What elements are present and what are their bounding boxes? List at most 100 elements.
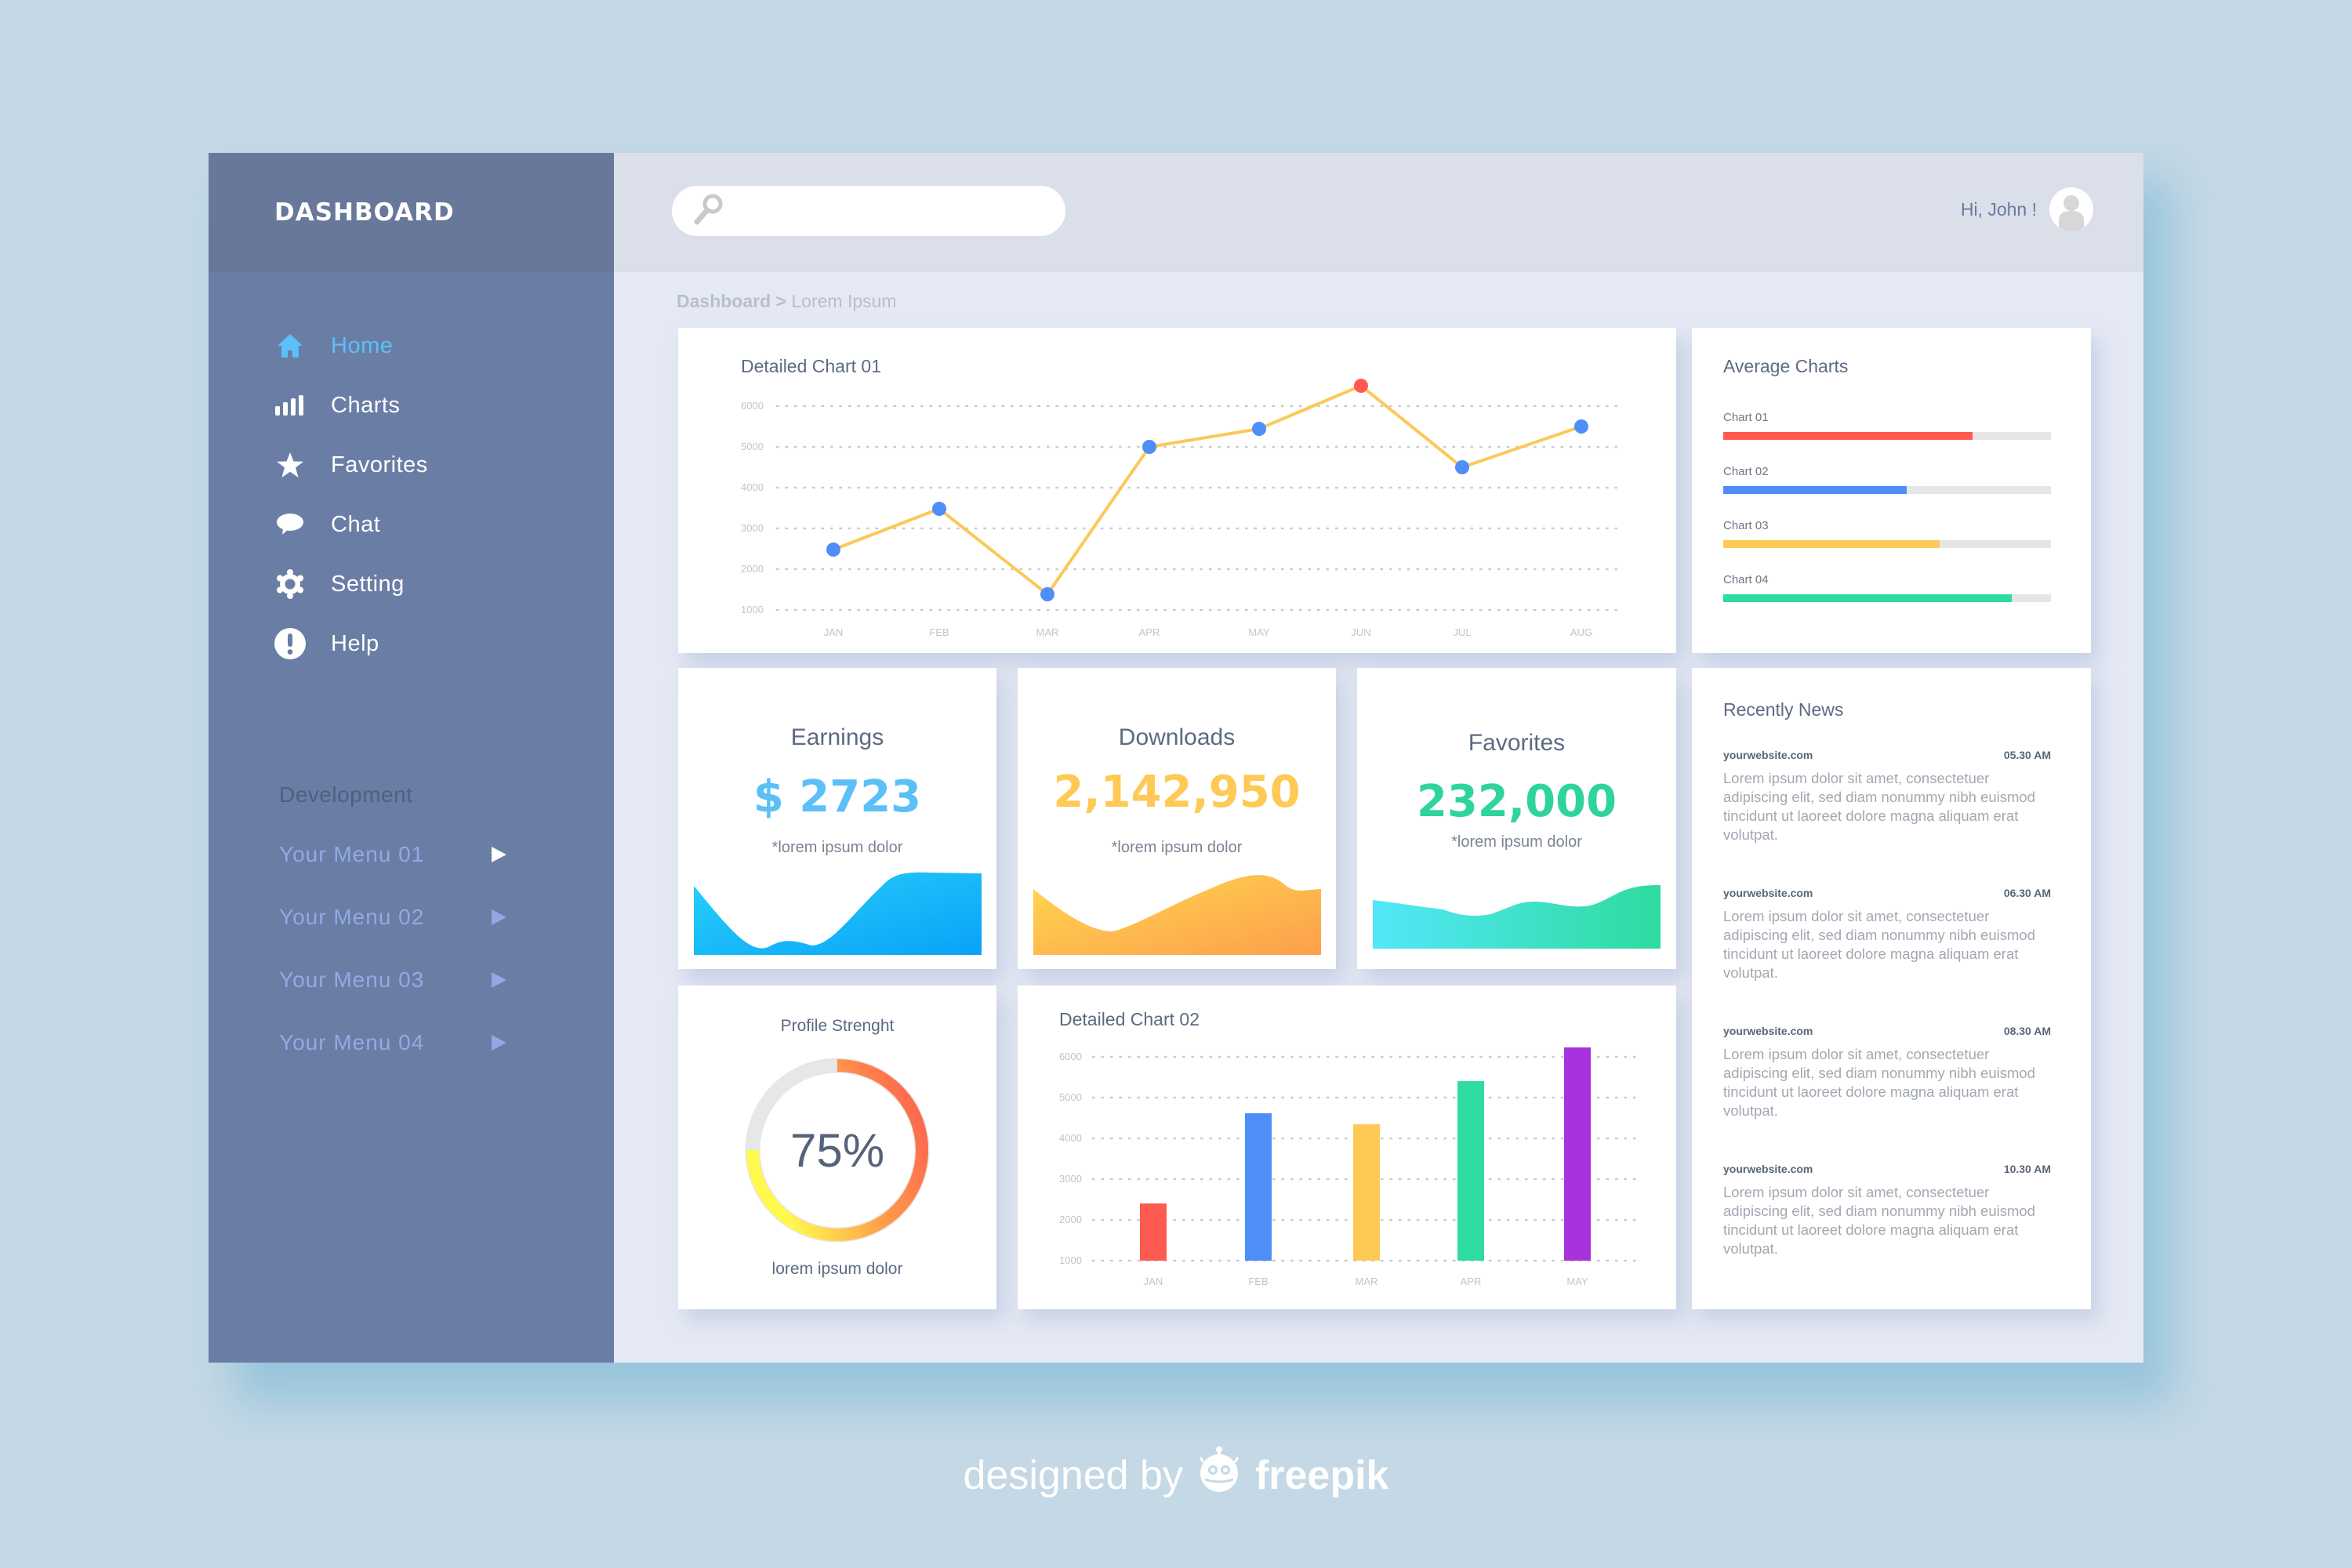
x-tick-label: JUL <box>1453 626 1471 638</box>
search-icon <box>691 192 725 230</box>
card-title: Recently News <box>1723 699 1844 720</box>
y-tick-label: 3000 <box>741 522 764 534</box>
sidebar-item-label: Chat <box>331 511 381 537</box>
data-point[interactable] <box>826 543 840 557</box>
sidebar-item-chat[interactable]: Chat <box>274 495 428 554</box>
user-menu[interactable]: Hi, John ! <box>1961 187 2093 231</box>
earnings-card: Earnings $ 2723 *lorem ipsum dolor <box>678 668 996 969</box>
y-tick-label: 1000 <box>1059 1254 1082 1266</box>
news-time: 05.30 AM <box>2003 749 2051 761</box>
news-item[interactable]: yourwebsite.com 08.30 AM Lorem ipsum dolo… <box>1723 1025 2051 1120</box>
bar[interactable] <box>1353 1124 1380 1261</box>
progress-track <box>1723 486 2051 494</box>
favorites-card: Favorites 232,000 *lorem ipsum dolor <box>1357 668 1676 969</box>
sidebar-item-help[interactable]: Help <box>274 614 428 673</box>
development-menu: Your Menu 01 Your Menu 02 Your Menu 03 Y… <box>279 823 506 1074</box>
dev-menu-item-03[interactable]: Your Menu 03 <box>279 949 506 1011</box>
progress-track <box>1723 540 2051 548</box>
news-source[interactable]: yourwebsite.com <box>1723 749 1813 761</box>
data-point[interactable] <box>1455 460 1469 474</box>
average-bar-label: Chart 02 <box>1723 465 1769 478</box>
news-body: Lorem ipsum dolor sit amet, consectetuer… <box>1723 770 2035 843</box>
bar-chart: 6000 5000 4000 3000 2000 1000 JAN <box>1059 1047 1639 1287</box>
sidebar-item-home[interactable]: Home <box>274 316 428 376</box>
bar[interactable] <box>1245 1113 1272 1261</box>
breadcrumb: Dashboard > Lorem Ipsum <box>677 291 897 312</box>
news-body: Lorem ipsum dolor sit amet, consectetuer… <box>1723 908 2035 981</box>
data-point[interactable] <box>1252 422 1266 436</box>
bar[interactable] <box>1457 1081 1484 1261</box>
dev-menu-label: Your Menu 03 <box>279 967 425 992</box>
news-item[interactable]: yourwebsite.com 06.30 AM Lorem ipsum dolo… <box>1723 887 2051 982</box>
development-section-label: Development <box>279 782 413 807</box>
search-bar[interactable] <box>672 186 1065 236</box>
chat-bubble-icon <box>274 509 306 540</box>
breadcrumb-root[interactable]: Dashboard <box>677 291 771 311</box>
detailed-chart-02-card: Detailed Chart 02 6000 5000 4000 3000 20… <box>1018 985 1676 1309</box>
data-point[interactable] <box>932 502 946 516</box>
x-tick-label: APR <box>1139 626 1160 638</box>
news-item[interactable]: yourwebsite.com 05.30 AM Lorem ipsum dolo… <box>1723 749 2051 844</box>
stat-title: Earnings <box>790 724 884 750</box>
x-tick-label: JAN <box>1144 1276 1163 1287</box>
bar[interactable] <box>1140 1203 1167 1261</box>
average-bar-label: Chart 04 <box>1723 573 1769 586</box>
stat-value: 2,142,950 <box>1053 767 1301 818</box>
play-arrow-icon <box>492 1035 506 1051</box>
data-point[interactable] <box>1142 440 1156 454</box>
card-title: Detailed Chart 02 <box>1059 1009 1200 1029</box>
breadcrumb-current: Lorem Ipsum <box>791 291 897 311</box>
x-tick-label: APR <box>1461 1276 1482 1287</box>
bar-chart-icon <box>274 390 306 421</box>
progress-fill <box>1723 594 2012 602</box>
news-item[interactable]: yourwebsite.com 10.30 AM Lorem ipsum dolo… <box>1723 1163 2051 1258</box>
average-bar-chart-02: Chart 02 <box>1723 465 2051 494</box>
dev-menu-item-04[interactable]: Your Menu 04 <box>279 1011 506 1074</box>
sidebar-item-charts[interactable]: Charts <box>274 376 428 435</box>
card-title: Average Charts <box>1723 356 1849 376</box>
sidebar-item-setting[interactable]: Setting <box>274 554 428 614</box>
attribution-footer: designed by freepik <box>0 1445 2352 1505</box>
percent-label: 75% <box>790 1124 884 1177</box>
y-tick-label: 2000 <box>1059 1214 1082 1225</box>
search-input[interactable] <box>735 186 1065 236</box>
home-icon <box>274 330 306 361</box>
user-avatar-icon[interactable] <box>2049 187 2093 231</box>
detailed-chart-01-card: Detailed Chart 01 6000 5000 4000 3000 20… <box>678 328 1676 653</box>
y-tick-label: 2000 <box>741 563 764 575</box>
sidebar-item-favorites[interactable]: Favorites <box>274 435 428 495</box>
top-header: Hi, John ! <box>614 153 2143 272</box>
breadcrumb-separator: > <box>775 291 786 311</box>
downloads-card: Downloads 2,142,950 *lorem ipsum dolor <box>1018 668 1336 969</box>
sidebar-header: DASHBOARD <box>209 153 614 272</box>
stat-subtitle: *lorem ipsum dolor <box>1451 833 1582 851</box>
x-tick-label: MAY <box>1566 1276 1588 1287</box>
sidebar: DASHBOARD Home Charts Favorites <box>209 153 614 1363</box>
brand-title: DASHBOARD <box>274 198 455 227</box>
news-source[interactable]: yourwebsite.com <box>1723 1025 1813 1037</box>
dev-menu-label: Your Menu 01 <box>279 842 425 866</box>
data-point-highlight[interactable] <box>1354 379 1368 393</box>
play-arrow-icon <box>492 847 506 862</box>
data-point[interactable] <box>1574 419 1588 434</box>
y-tick-label: 1000 <box>741 604 764 615</box>
attribution-brand[interactable]: freepik <box>1254 1452 1389 1498</box>
stat-value: 232,000 <box>1416 776 1617 827</box>
dev-menu-item-01[interactable]: Your Menu 01 <box>279 823 506 886</box>
stat-title: Favorites <box>1468 730 1566 756</box>
dev-menu-label: Your Menu 02 <box>279 905 425 929</box>
news-source[interactable]: yourwebsite.com <box>1723 887 1813 899</box>
x-tick-label: MAR <box>1036 626 1059 638</box>
data-point[interactable] <box>1040 587 1054 601</box>
sidebar-item-label: Help <box>331 630 379 656</box>
bar[interactable] <box>1564 1047 1591 1261</box>
progress-track <box>1723 432 2051 440</box>
downloads-wave-chart <box>1033 875 1321 955</box>
news-source[interactable]: yourwebsite.com <box>1723 1163 1813 1175</box>
stat-title: Downloads <box>1118 724 1236 750</box>
news-time: 10.30 AM <box>2003 1163 2051 1175</box>
stat-value: $ 2723 <box>753 771 922 822</box>
star-icon <box>274 449 306 481</box>
dev-menu-item-02[interactable]: Your Menu 02 <box>279 886 506 949</box>
card-title: Profile Strenght <box>780 1017 895 1035</box>
